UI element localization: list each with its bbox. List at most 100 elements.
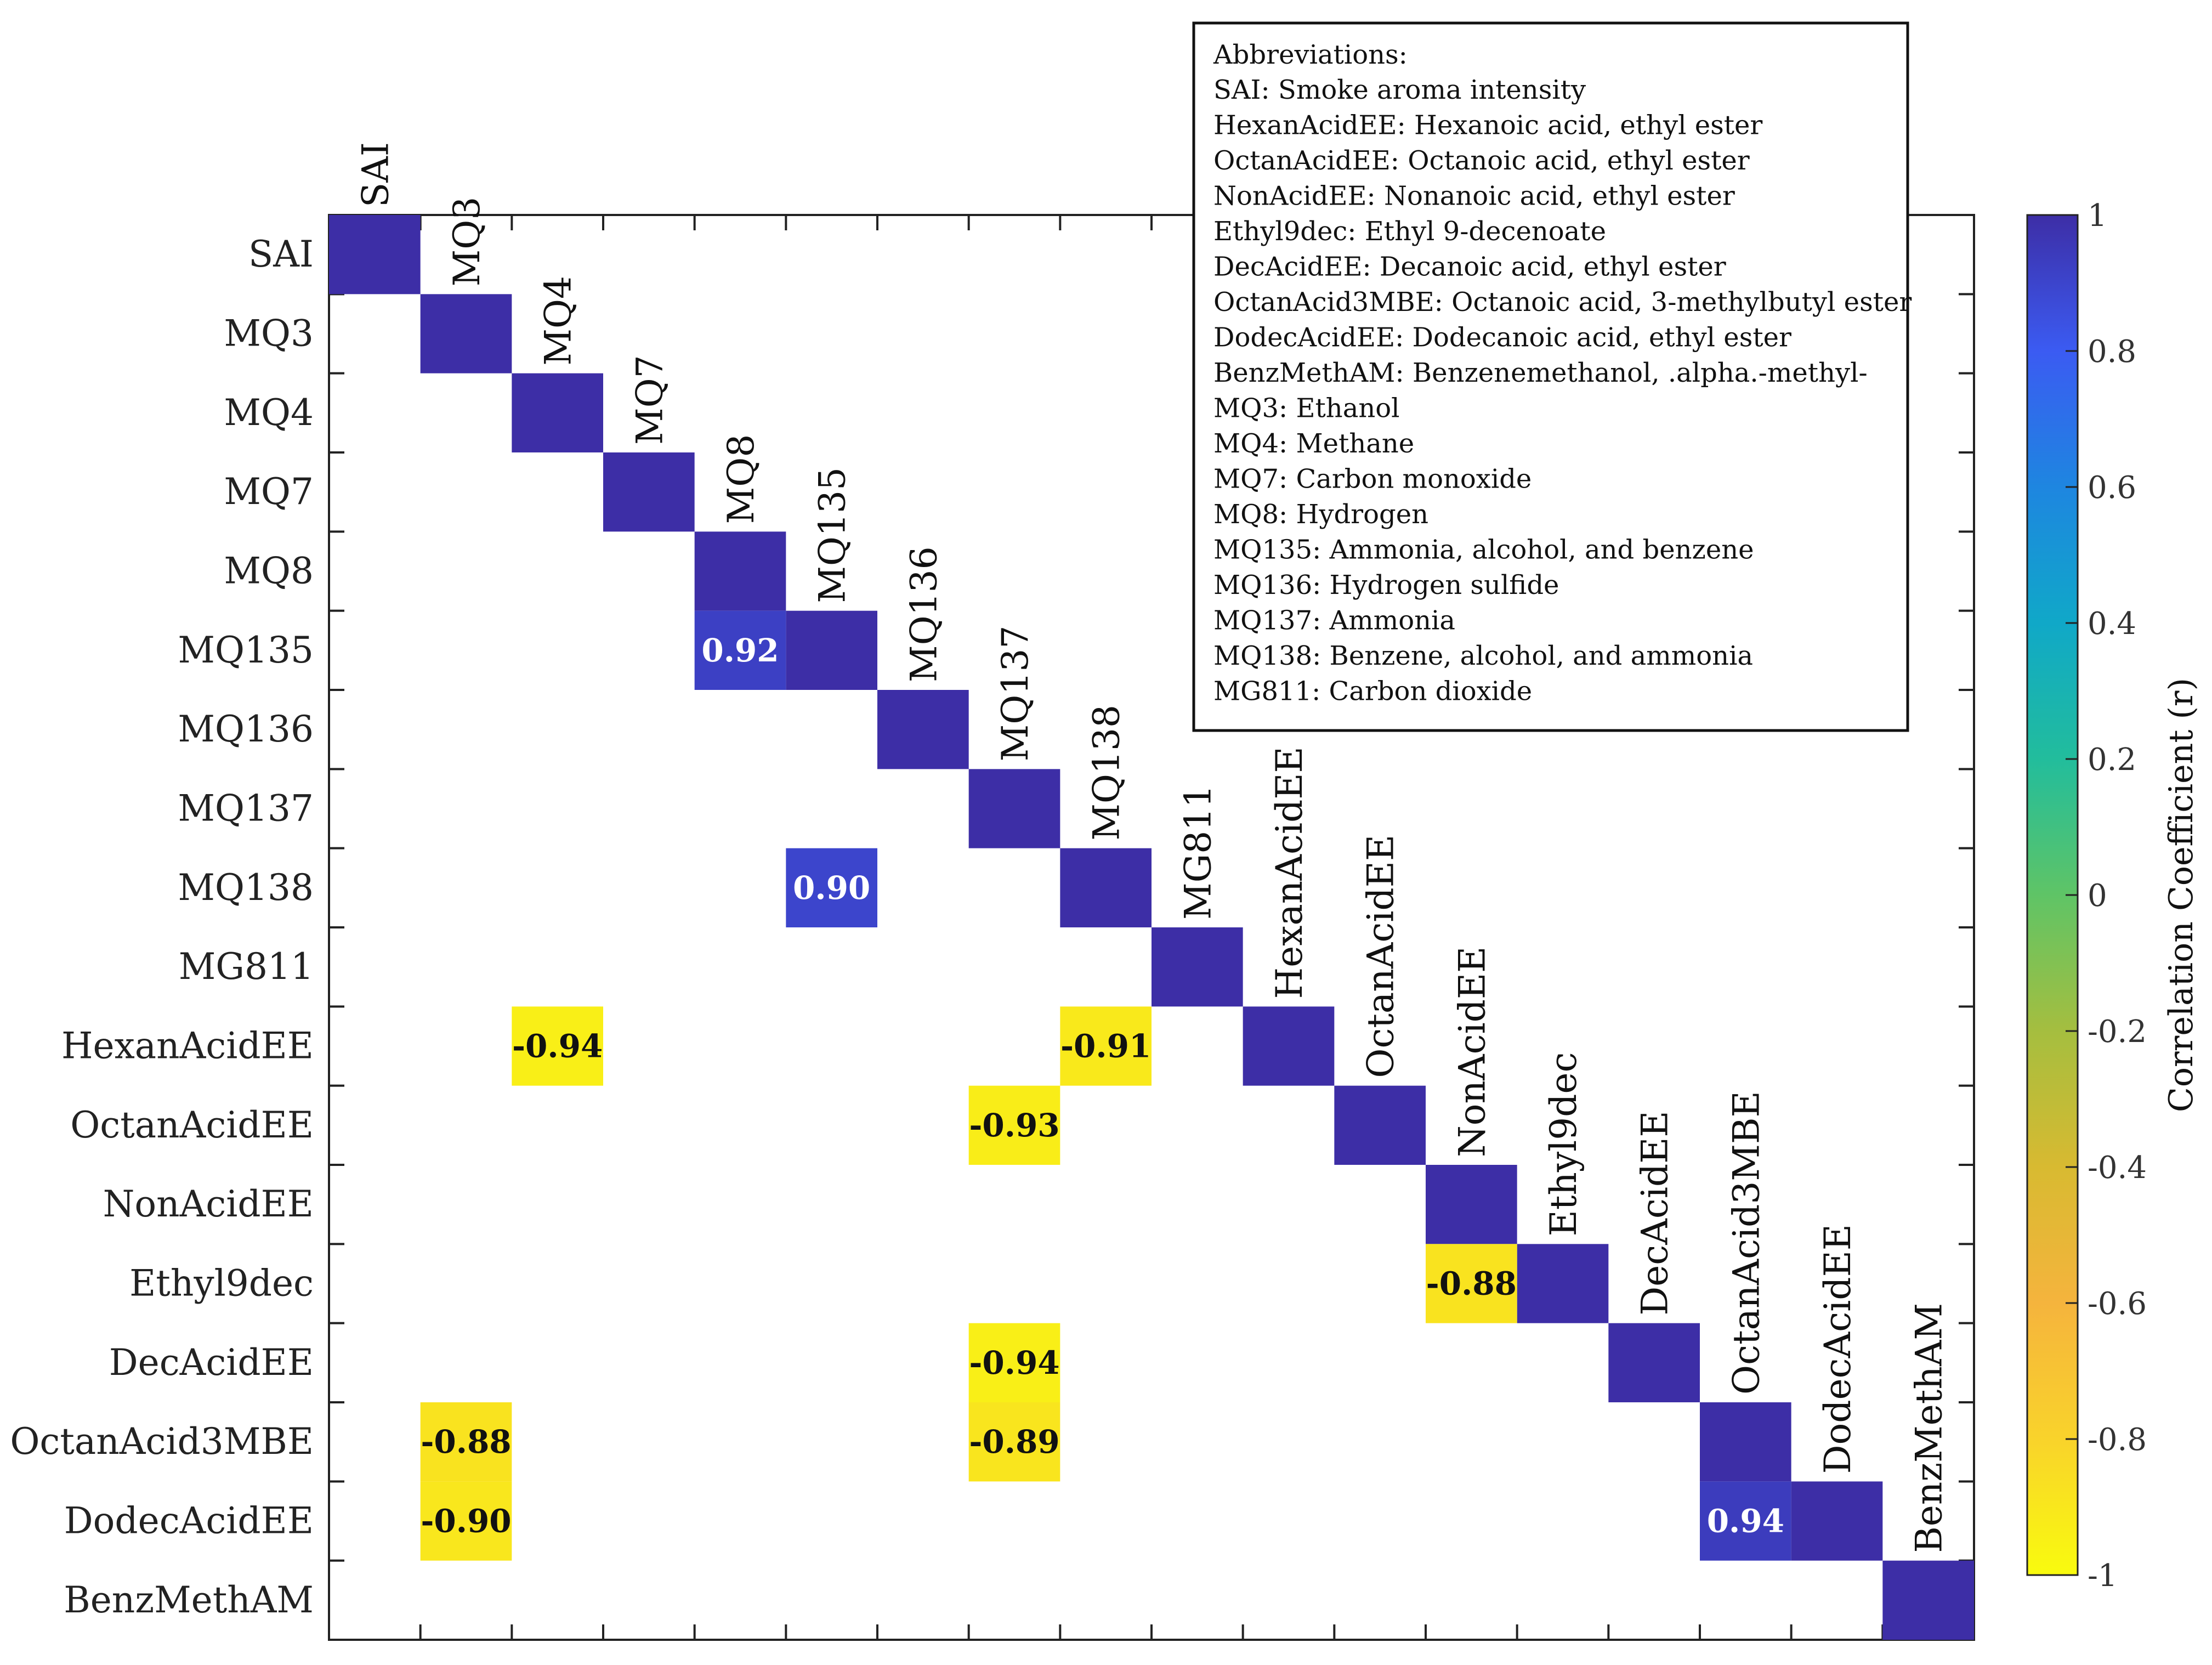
- cell-value-label: -0.88: [1426, 1265, 1517, 1302]
- legend-entry: MQ3: Ethanol: [1213, 393, 1400, 424]
- legend-entries: SAI: Smoke aroma intensity HexanAcidEE: H…: [1213, 75, 1912, 707]
- col-label-nonacidee: NonAcidEE: [1451, 947, 1493, 1157]
- heatmap-cells: 0.92 0.90 -0.94 -0.91 -0.93 -0.88 -0.94 -0.88 -0…: [329, 215, 1974, 1640]
- cell-ethyl9dec-nonacidee: [1426, 1244, 1517, 1323]
- colorbar-tick-label: -0.2: [2088, 1014, 2147, 1050]
- col-label-mq3: MQ3: [446, 197, 488, 287]
- diagonal-cell-mq136: [877, 690, 969, 769]
- diagonal-cell-decacidee: [1608, 1323, 1700, 1402]
- cell-hexanacidee-mq138: [1060, 1006, 1152, 1086]
- colorbar-tick-label: 0.8: [2088, 334, 2136, 370]
- abbreviations-legend: Abbreviations: SAI: Smoke aroma intensit…: [1192, 21, 1912, 732]
- cell-octanacidee-mq137: [968, 1085, 1060, 1165]
- colorbar-tick-label: 0: [2088, 878, 2107, 914]
- cell-value-label: -0.88: [421, 1423, 511, 1460]
- diagonal-cell-hexanacidee: [1243, 1006, 1335, 1086]
- legend-entry: MG811: Carbon dioxide: [1213, 676, 1532, 707]
- cell-value-label: 0.94: [1707, 1503, 1784, 1540]
- diagonal-cell-mq137: [968, 769, 1060, 848]
- diagonal-cell-benzmetham: [1882, 1560, 1974, 1640]
- cell-value-label: -0.91: [1060, 1028, 1151, 1065]
- colorbar-title: Correlation Coefficient (r): [2162, 678, 2200, 1112]
- cell-value-label: -0.94: [969, 1344, 1059, 1381]
- cell-value-label: -0.94: [512, 1028, 603, 1065]
- legend-entry: MQ4: Methane: [1213, 428, 1414, 459]
- colorbar-ticks: 1 0.8 0.6 0.4 0.2 0 -0.2 -0.4 -0.6 -0.8 -1: [2066, 198, 2147, 1594]
- cell-value-label: -0.89: [969, 1423, 1059, 1460]
- col-label-mq4: MQ4: [537, 276, 580, 366]
- colorbar: 1 0.8 0.6 0.4 0.2 0 -0.2 -0.4 -0.6 -0.8 -1 Correla…: [2026, 198, 2200, 1594]
- col-label-ethyl9dec: Ethyl9dec: [1542, 1052, 1585, 1236]
- diagonal-cell-octanacidee: [1334, 1085, 1426, 1165]
- legend-entry: SAI: Smoke aroma intensity: [1213, 75, 1586, 105]
- row-labels: SAI MQ3 MQ4 MQ7 MQ8 MQ135 MQ136 MQ137 MQ138 MG811…: [10, 233, 314, 1621]
- row-label-sai: SAI: [248, 233, 314, 275]
- cell-value-label: -0.93: [969, 1107, 1059, 1144]
- col-label-mq137: MQ137: [994, 626, 1036, 762]
- col-label-octanacidee: OctanAcidEE: [1360, 835, 1402, 1078]
- legend-entry: MQ137: Ammonia: [1213, 605, 1455, 636]
- col-label-octanacid3mbe: OctanAcid3MBE: [1725, 1091, 1767, 1395]
- legend-entry: DecAcidEE: Decanoic acid, ethyl ester: [1213, 252, 1726, 282]
- diagonal-cell-dodecacidee: [1791, 1481, 1883, 1561]
- colorbar-tick-label: -0.8: [2088, 1422, 2147, 1458]
- diagonal-cell-mq135: [786, 610, 877, 690]
- legend-entry: MQ8: Hydrogen: [1213, 499, 1428, 530]
- col-label-mq138: MQ138: [1086, 705, 1128, 841]
- colorbar-tick-label: 1: [2088, 198, 2107, 234]
- cell-decacidee-mq137: [968, 1323, 1060, 1402]
- colorbar-tick-label: -0.6: [2088, 1286, 2147, 1322]
- row-label-nonacidee: NonAcidEE: [103, 1183, 314, 1225]
- column-labels: SAI MQ3 MQ4 MQ7 MQ8 MQ135 MQ136 MQ137 MQ138 MG811…: [354, 142, 1950, 1553]
- diagonal-cell-mq8: [694, 531, 786, 611]
- row-label-mq7: MQ7: [224, 471, 314, 513]
- cell-value-label: 0.90: [793, 869, 870, 907]
- cell-dodecacidee-octanacid3mbe: [1700, 1481, 1791, 1561]
- colorbar-tick-label: 0.2: [2088, 742, 2136, 778]
- legend-entry: MQ136: Hydrogen sulfide: [1213, 570, 1559, 601]
- cell-dodecacidee-mq3: [420, 1481, 512, 1561]
- diagonal-cell-sai: [329, 215, 421, 295]
- cell-hexanacidee-mq4: [512, 1006, 603, 1086]
- legend-title: Abbreviations:: [1213, 39, 1408, 70]
- row-label-decacidee: DecAcidEE: [109, 1341, 314, 1384]
- col-label-mq135: MQ135: [812, 467, 854, 603]
- legend-entry: DodecAcidEE: Dodecanoic acid, ethyl este…: [1213, 322, 1791, 353]
- cell-octanacid3mbe-mq137: [968, 1402, 1060, 1482]
- diagonal-cell-octanacid3mbe: [1700, 1402, 1791, 1482]
- legend-entry: OctanAcidEE: Octanoic acid, ethyl ester: [1213, 145, 1750, 176]
- row-label-mq136: MQ136: [178, 708, 314, 750]
- row-label-mq4: MQ4: [224, 392, 314, 434]
- col-label-mq136: MQ136: [903, 546, 945, 682]
- row-label-mq8: MQ8: [224, 550, 314, 592]
- row-label-octanacid3mbe: OctanAcid3MBE: [10, 1420, 314, 1463]
- legend-entry: MQ138: Benzene, alcohol, and ammonia: [1213, 641, 1753, 671]
- legend-entry: MQ7: Carbon monoxide: [1213, 464, 1532, 495]
- row-label-octanacidee: OctanAcidEE: [70, 1104, 314, 1146]
- legend-entry: HexanAcidEE: Hexanoic acid, ethyl ester: [1213, 110, 1762, 141]
- diagonal-cell-mq138: [1060, 848, 1152, 927]
- legend-entry: Ethyl9dec: Ethyl 9-decenoate: [1213, 216, 1606, 247]
- row-label-ethyl9dec: Ethyl9dec: [129, 1262, 314, 1305]
- diagonal-cell-mg811: [1152, 927, 1243, 1007]
- colorbar-tick-label: 0.6: [2088, 470, 2136, 506]
- col-label-sai: SAI: [354, 142, 396, 207]
- col-label-mq8: MQ8: [720, 434, 762, 524]
- col-label-hexanacidee: HexanAcidEE: [1268, 746, 1311, 999]
- legend-box: [1192, 21, 1909, 732]
- row-label-mq137: MQ137: [178, 788, 314, 830]
- col-label-dodecacidee: DodecAcidEE: [1817, 1224, 1859, 1474]
- row-label-mq138: MQ138: [178, 867, 314, 909]
- diagonal-cell-mq3: [420, 294, 512, 373]
- row-label-mq135: MQ135: [178, 629, 314, 671]
- col-label-mg811: MG811: [1177, 785, 1219, 920]
- colorbar-tick-label: -0.4: [2088, 1150, 2147, 1186]
- col-label-decacidee: DecAcidEE: [1634, 1111, 1676, 1315]
- legend-entry: MQ135: Ammonia, alcohol, and benzene: [1213, 535, 1754, 565]
- cell-value-label: 0.92: [701, 632, 779, 669]
- cell-value-label: -0.90: [421, 1503, 511, 1540]
- legend-entry: OctanAcid3MBE: Octanoic acid, 3-methylbu…: [1213, 287, 1912, 318]
- row-label-hexanacidee: HexanAcidEE: [61, 1025, 314, 1067]
- diagonal-cell-mq4: [512, 373, 603, 452]
